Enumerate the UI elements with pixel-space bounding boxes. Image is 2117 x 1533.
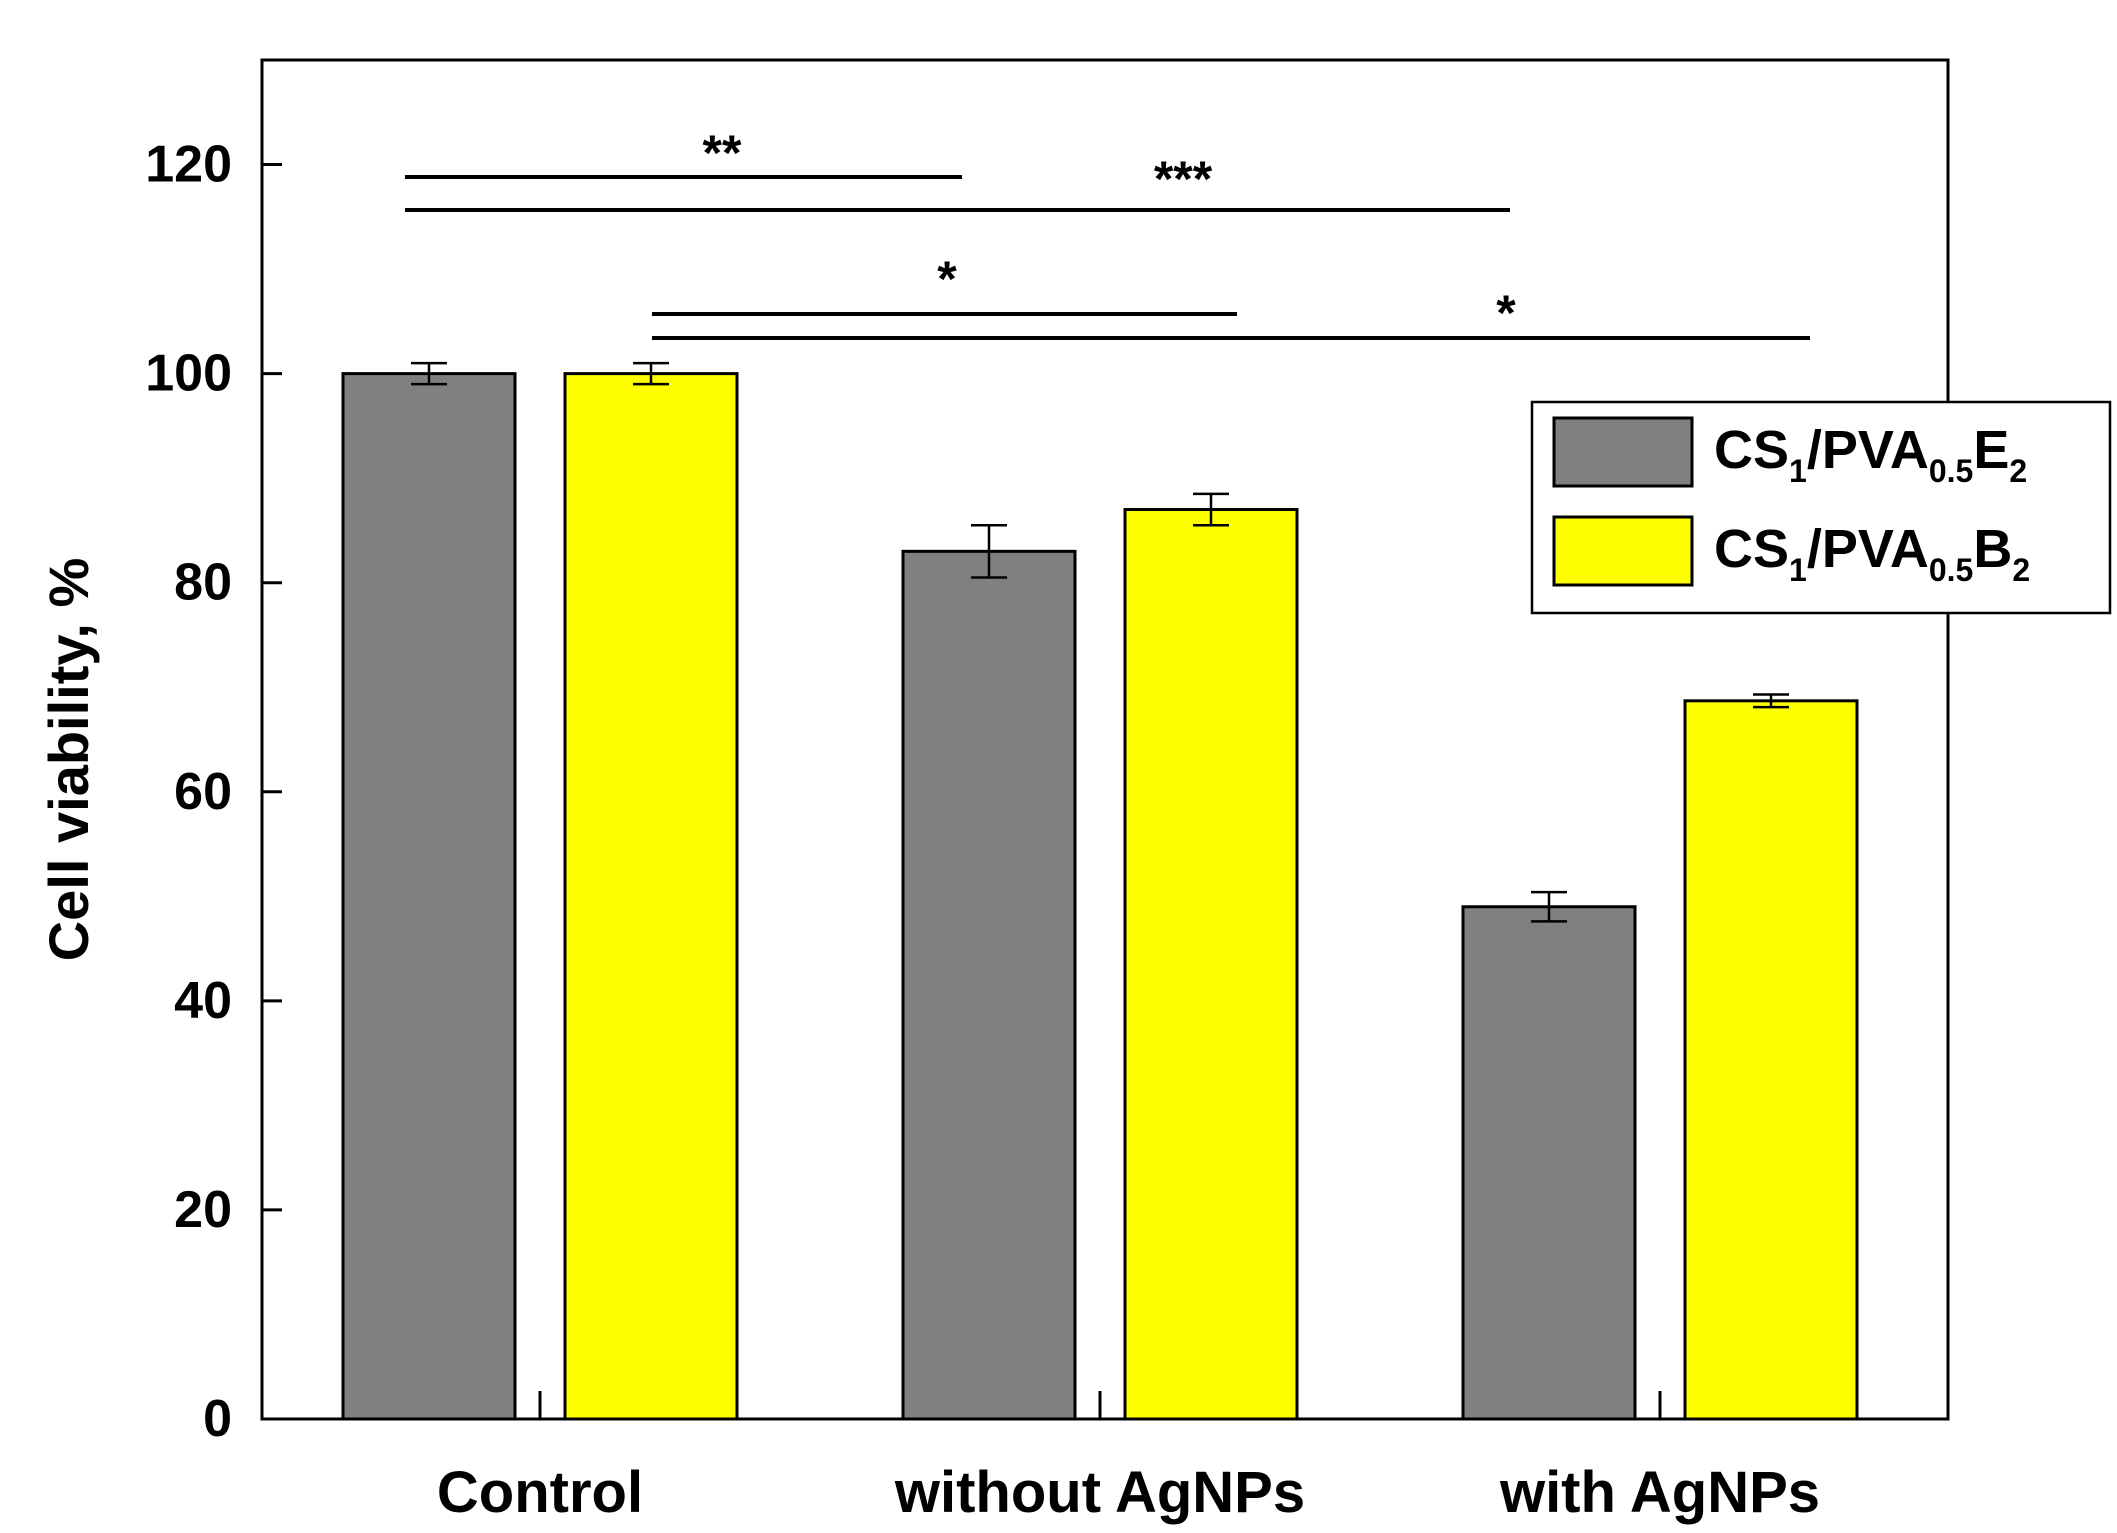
y-tick-label: 120: [145, 136, 232, 194]
significance-label: **: [703, 125, 742, 181]
bar: [1461, 905, 1637, 1421]
legend-label: CS1/PVA0.5E2: [1714, 420, 2027, 489]
significance-label: *: [937, 251, 957, 307]
bar: [901, 549, 1077, 1421]
bar: [1123, 508, 1299, 1421]
significance-label: *: [1496, 285, 1516, 341]
legend: CS1/PVA0.5E2 CS1/PVA0.5B2: [1530, 400, 2112, 615]
y-tick-label: 80: [174, 554, 232, 612]
y-tick-label: 0: [203, 1390, 232, 1448]
bar: [341, 372, 517, 1421]
legend-label: CS1/PVA0.5B2: [1714, 519, 2030, 588]
legend-swatch: [1552, 416, 1694, 488]
bar: [1683, 699, 1859, 1421]
y-tick-label: 40: [174, 972, 232, 1030]
y-axis-label: Cell viability, %: [37, 558, 100, 962]
y-tick-label: 100: [145, 345, 232, 403]
x-tick-label: Control: [437, 1460, 643, 1525]
bar: [563, 372, 739, 1421]
y-tick-label: 20: [174, 1181, 232, 1239]
significance-label: ***: [1154, 151, 1213, 207]
x-tick-label: without AgNPs: [894, 1460, 1305, 1525]
y-tick-label: 60: [174, 763, 232, 821]
legend-swatch: [1552, 515, 1694, 587]
plot-frame: [260, 58, 1950, 1421]
x-tick-label: with AgNPs: [1499, 1460, 1820, 1525]
